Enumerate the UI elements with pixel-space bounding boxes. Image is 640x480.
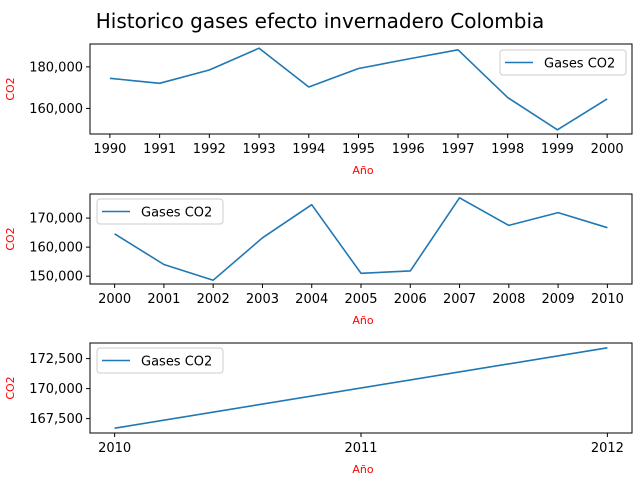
subplot-3: 2010 2011 2012 167,500 170,000 172,500 Año CO2 G… — [4, 342, 633, 476]
y-tick-label: 160,000 — [29, 102, 83, 117]
y-axis-label: CO2 — [4, 77, 17, 100]
x-tick-label: 1992 — [193, 142, 226, 157]
y-tick-label: 150,000 — [29, 270, 83, 285]
x-tick-label: 2000 — [98, 292, 131, 307]
x-tick-label: 2008 — [492, 292, 525, 307]
x-tick-label: 2000 — [591, 142, 624, 157]
x-tick-label: 2005 — [344, 292, 377, 307]
y-axis-label: CO2 — [4, 376, 17, 399]
series-line-gases-co2 — [109, 47, 608, 131]
legend-box — [96, 347, 224, 374]
y-tick-label: 180,000 — [29, 60, 83, 75]
legend-label: Gases CO2 — [141, 355, 212, 370]
x-tick-label: 2007 — [443, 292, 476, 307]
y-tick-label: 160,000 — [29, 241, 83, 256]
charts-container: 1990 1991 1992 1993 1994 1995 1996 1997 1998 1999… — [4, 43, 633, 476]
x-tick-label: 1990 — [93, 142, 126, 157]
legend: Gases CO2 — [96, 198, 224, 225]
x-tick-label: 2001 — [147, 292, 180, 307]
x-tick-label: 1993 — [243, 142, 276, 157]
legend-label: Gases CO2 — [544, 57, 615, 72]
x-tick-label: 1999 — [541, 142, 574, 157]
y-axis-label: CO2 — [4, 227, 17, 250]
figure-title: Historico gases efecto invernadero Colom… — [96, 9, 545, 33]
x-tick-label: 2006 — [394, 292, 427, 307]
y-tick-label: 170,000 — [29, 212, 83, 227]
x-axis-label: Año — [352, 164, 373, 177]
x-tick-label: 1994 — [292, 142, 325, 157]
y-tick-label: 170,000 — [29, 382, 83, 397]
y-tick-label: 172,500 — [29, 352, 83, 367]
x-tick-label: 2010 — [591, 292, 624, 307]
y-tick-label: 167,500 — [29, 412, 83, 427]
x-axis-label: Año — [352, 314, 373, 327]
legend-box — [96, 198, 224, 225]
legend: Gases CO2 — [499, 49, 627, 76]
subplot-1: 1990 1991 1992 1993 1994 1995 1996 1997 1998 1999… — [4, 43, 633, 177]
x-tick-label: 2009 — [542, 292, 575, 307]
x-tick-label: 1998 — [491, 142, 524, 157]
series-line-gases-co2 — [114, 197, 608, 282]
x-tick-label: 1991 — [143, 142, 176, 157]
legend: Gases CO2 — [96, 347, 224, 374]
x-tick-label: 2011 — [344, 441, 377, 456]
x-tick-label: 2004 — [295, 292, 328, 307]
legend-box — [499, 49, 627, 76]
x-tick-label: 2002 — [197, 292, 230, 307]
x-tick-label: 2003 — [246, 292, 279, 307]
x-tick-label: 2010 — [98, 441, 131, 456]
x-tick-label: 1996 — [392, 142, 425, 157]
x-tick-label: 1997 — [441, 142, 474, 157]
legend-label: Gases CO2 — [141, 206, 212, 221]
x-tick-label: 1995 — [342, 142, 375, 157]
series-line-gases-co2 — [114, 347, 608, 429]
axes-frame — [89, 43, 633, 135]
x-axis-label: Año — [352, 463, 373, 476]
subplot-2: 2000 2001 2002 2003 2004 2005 2006 2007 2008 2009… — [4, 193, 633, 327]
x-tick-label: 2012 — [591, 441, 624, 456]
